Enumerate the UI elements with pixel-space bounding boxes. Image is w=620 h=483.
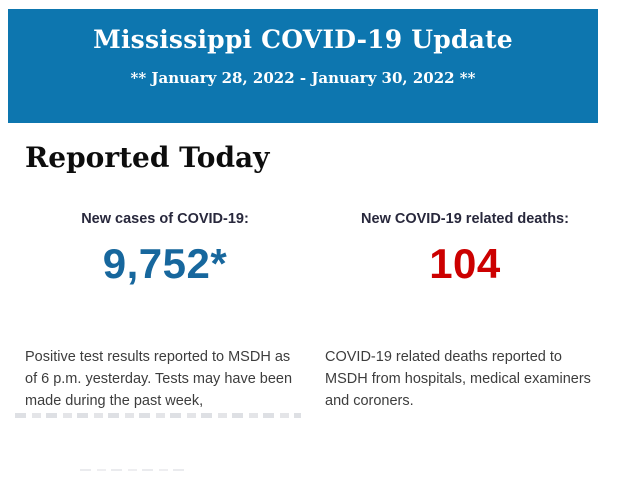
new-deaths-description: COVID-19 related deaths reported to MSDH…	[325, 349, 591, 409]
new-cases-value: 9,752*	[102, 240, 228, 287]
clipped-text-sliver	[15, 413, 301, 418]
new-deaths-value: 104	[429, 240, 501, 287]
date-range: ** January 28, 2022 - January 30, 2022 *…	[130, 69, 476, 87]
section-heading: Reported Today	[25, 141, 270, 174]
clipped-text-sliver	[80, 469, 186, 471]
new-cases-label: New cases of COVID-19:	[81, 211, 249, 227]
page-title: Mississippi COVID-19 Update	[93, 25, 513, 54]
new-cases-description: Positive test results reported to MSDH a…	[25, 349, 293, 409]
header-banner: Mississippi COVID-19 Update ** January 2…	[8, 9, 598, 123]
new-deaths-label: New COVID-19 related deaths:	[361, 211, 569, 227]
